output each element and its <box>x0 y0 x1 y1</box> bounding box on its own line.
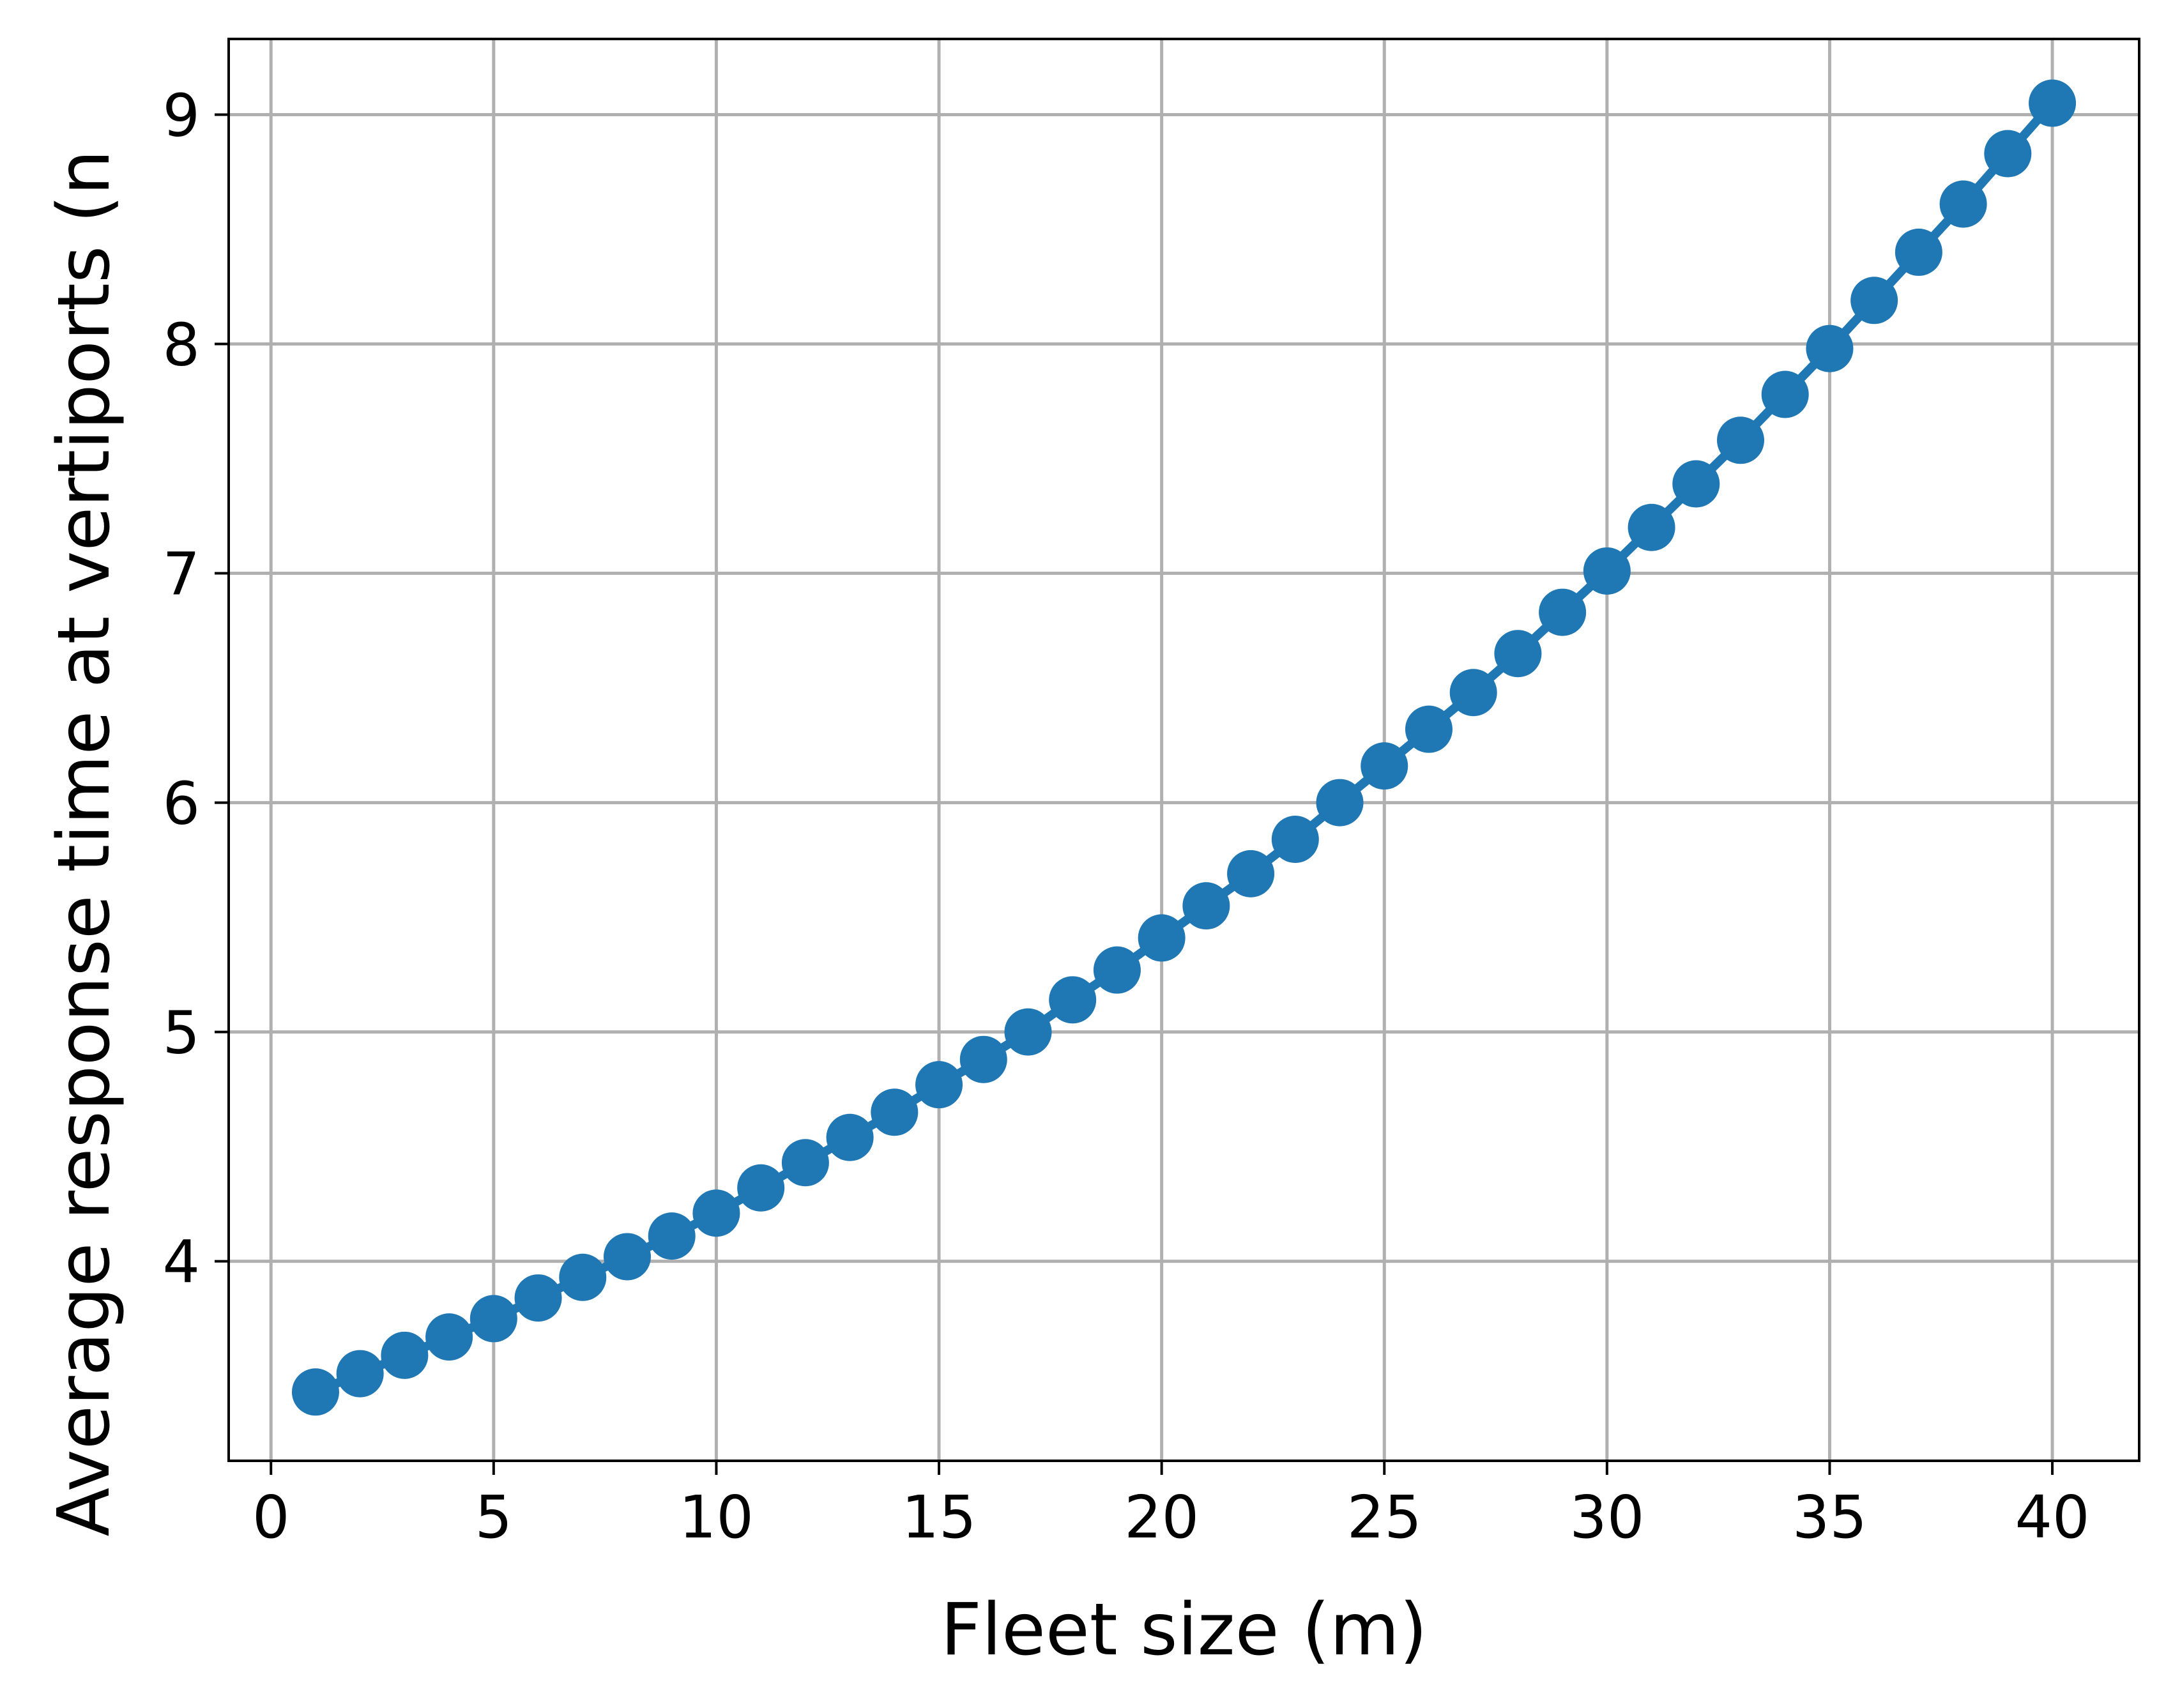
data-point <box>915 1061 963 1109</box>
plot-frame <box>227 38 2140 1462</box>
data-point <box>1227 850 1275 897</box>
data-point <box>336 1350 384 1398</box>
y-tick-label: 6 <box>162 770 200 838</box>
data-point <box>1093 946 1141 994</box>
x-tick-label: 35 <box>1792 1483 1867 1552</box>
data-point <box>1271 816 1319 864</box>
data-point <box>1138 914 1186 962</box>
data-point <box>1717 416 1765 464</box>
series-layer <box>291 79 2077 1416</box>
data-point <box>1850 277 1898 324</box>
data-point <box>648 1212 696 1260</box>
data-point <box>1316 779 1364 827</box>
data-point <box>781 1139 829 1187</box>
x-tick-label: 10 <box>679 1483 754 1552</box>
data-point <box>1672 460 1720 508</box>
x-tick-label: 5 <box>475 1483 513 1552</box>
y-axis-title: Average response time at vertiports (n <box>43 149 126 1536</box>
data-point <box>1494 630 1542 678</box>
data-point <box>1984 130 2032 178</box>
x-tick-label: 15 <box>901 1483 976 1552</box>
data-point <box>381 1331 429 1379</box>
series-line <box>314 100 2056 1396</box>
data-point <box>1583 547 1631 595</box>
x-tick-label: 20 <box>1124 1483 1199 1552</box>
data-point <box>1182 882 1230 930</box>
data-point <box>959 1035 1007 1083</box>
x-tick-label: 40 <box>2015 1483 2090 1552</box>
x-tick-label: 30 <box>1569 1483 1644 1552</box>
data-point <box>603 1233 651 1281</box>
data-point <box>2029 79 2077 127</box>
data-point <box>1049 976 1097 1024</box>
data-point <box>1806 324 1854 372</box>
data-point <box>871 1088 919 1136</box>
x-axis-title: Fleet size (m) <box>940 1589 1427 1672</box>
y-tick-label: 8 <box>162 311 200 379</box>
data-point <box>1895 228 1942 276</box>
data-point <box>826 1113 874 1161</box>
data-point <box>692 1189 740 1237</box>
y-tick-label: 4 <box>162 1228 200 1297</box>
data-point <box>469 1295 517 1343</box>
data-point <box>1539 588 1587 636</box>
data-point <box>291 1368 339 1416</box>
x-tick-label: 0 <box>252 1483 290 1552</box>
data-point <box>1449 669 1497 717</box>
data-point <box>1761 370 1809 418</box>
data-point <box>425 1313 473 1361</box>
y-tick-label: 5 <box>162 999 200 1067</box>
y-tick-label: 9 <box>162 81 200 149</box>
x-tick-label: 25 <box>1347 1483 1422 1552</box>
data-point <box>737 1164 785 1212</box>
data-point <box>559 1253 607 1301</box>
data-point <box>1628 503 1675 551</box>
data-point <box>1939 180 1987 228</box>
data-point <box>514 1274 562 1322</box>
data-point <box>1405 705 1453 753</box>
data-point <box>1361 742 1408 790</box>
data-point <box>1004 1008 1052 1056</box>
y-tick-label: 7 <box>162 540 200 609</box>
